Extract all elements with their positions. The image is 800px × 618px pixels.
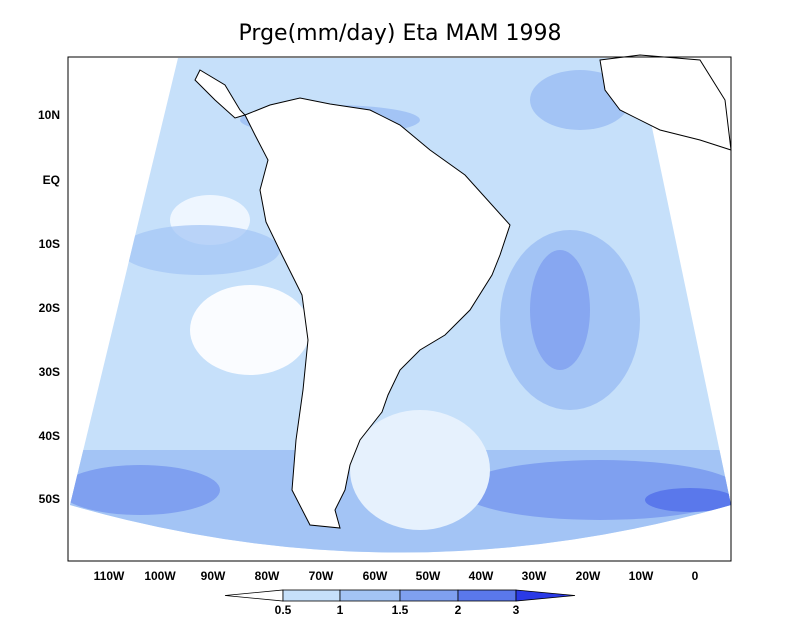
lon-label: 30W — [522, 569, 547, 583]
lon-label: 60W — [363, 569, 388, 583]
lon-label: 40W — [469, 569, 494, 583]
lon-label: 90W — [201, 569, 226, 583]
lon-label: 10W — [629, 569, 654, 583]
lat-label: 10N — [38, 108, 60, 122]
colorbar-label: 1.5 — [392, 603, 409, 617]
lat-label: 20S — [39, 301, 60, 315]
lat-label: 10S — [39, 237, 60, 251]
lat-label: 40S — [39, 429, 60, 443]
colorbar-label: 2 — [455, 603, 462, 617]
colorbar-label: 0.5 — [275, 603, 292, 617]
lon-label: 80W — [255, 569, 280, 583]
map-frame — [67, 56, 732, 562]
colorbar-label: 1 — [337, 603, 344, 617]
colorbar-label: 3 — [513, 603, 520, 617]
lat-label: EQ — [43, 173, 60, 187]
lat-label: 30S — [39, 365, 60, 379]
lon-label: 110W — [94, 569, 125, 583]
map-title: Prge(mm/day) Eta MAM 1998 — [239, 21, 562, 46]
lon-label: 20W — [576, 569, 601, 583]
lon-label: 50W — [416, 569, 441, 583]
coastlines — [194, 54, 732, 529]
lon-label: 0 — [692, 569, 699, 583]
lat-label: 50S — [39, 492, 60, 506]
lon-label: 100W — [144, 569, 176, 583]
colorbar — [224, 589, 576, 602]
lon-label: 70W — [309, 569, 334, 583]
